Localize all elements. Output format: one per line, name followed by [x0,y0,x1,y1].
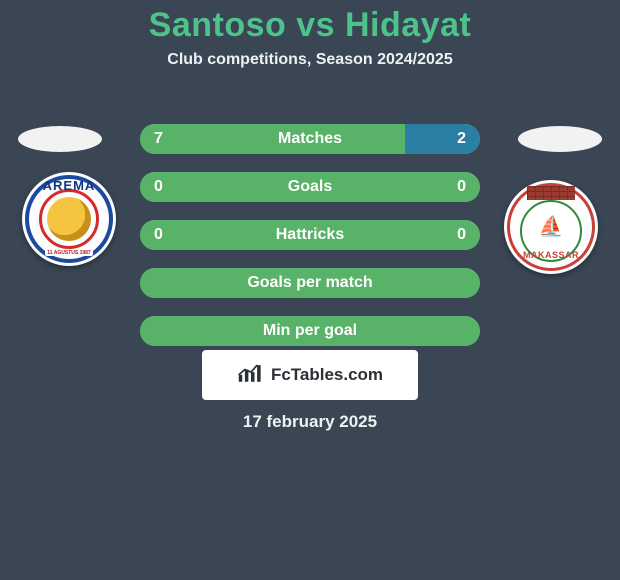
stat-label: Goals per match [247,274,372,292]
branding-badge: FcTables.com [202,350,418,400]
stat-value-left: 0 [154,178,163,196]
player-photo-left [18,126,102,152]
club-crest-right: ⛵ MAKASSAR [504,180,598,274]
crest-bottom-text: MAKASSAR [523,250,579,260]
crest-bottom-text: 11 AGUSTUS 1987 [45,250,92,256]
stat-row: Goals per match [140,268,480,298]
stat-row: Min per goal [140,316,480,346]
comparison-card: Santoso vs Hidayat Club competitions, Se… [0,0,620,580]
stat-row: 0 0 Hattricks [140,220,480,250]
snapshot-date: 17 february 2025 [0,412,620,432]
crest-top-text: AREMA [43,178,96,193]
stat-label: Goals [288,178,332,196]
stat-value-right: 0 [457,178,466,196]
club-crest-left: AREMA 11 AGUSTUS 1987 [22,172,116,266]
player-photo-right [518,126,602,152]
crest-boat-icon: ⛵ [539,214,564,239]
branding-text: FcTables.com [271,365,383,385]
stat-label: Hattricks [276,226,344,244]
page-title: Santoso vs Hidayat [0,0,620,45]
stat-value-left: 7 [154,130,163,148]
stat-value-left: 0 [154,226,163,244]
stat-fill-right [405,124,480,154]
stat-row: 0 0 Goals [140,172,480,202]
stat-label: Matches [278,130,342,148]
stat-fill-left [140,124,405,154]
subtitle: Club competitions, Season 2024/2025 [0,51,620,69]
bar-chart-icon [237,362,265,389]
stat-value-right: 0 [457,226,466,244]
crest-lion-icon [47,197,91,241]
stat-row: 7 2 Matches [140,124,480,154]
stat-label: Min per goal [263,322,357,340]
stat-value-right: 2 [457,130,466,148]
crest-brick-icon [527,186,575,200]
comparison-bars: 7 2 Matches 0 0 Goals 0 0 Hattricks Goals per mat… [140,124,480,346]
